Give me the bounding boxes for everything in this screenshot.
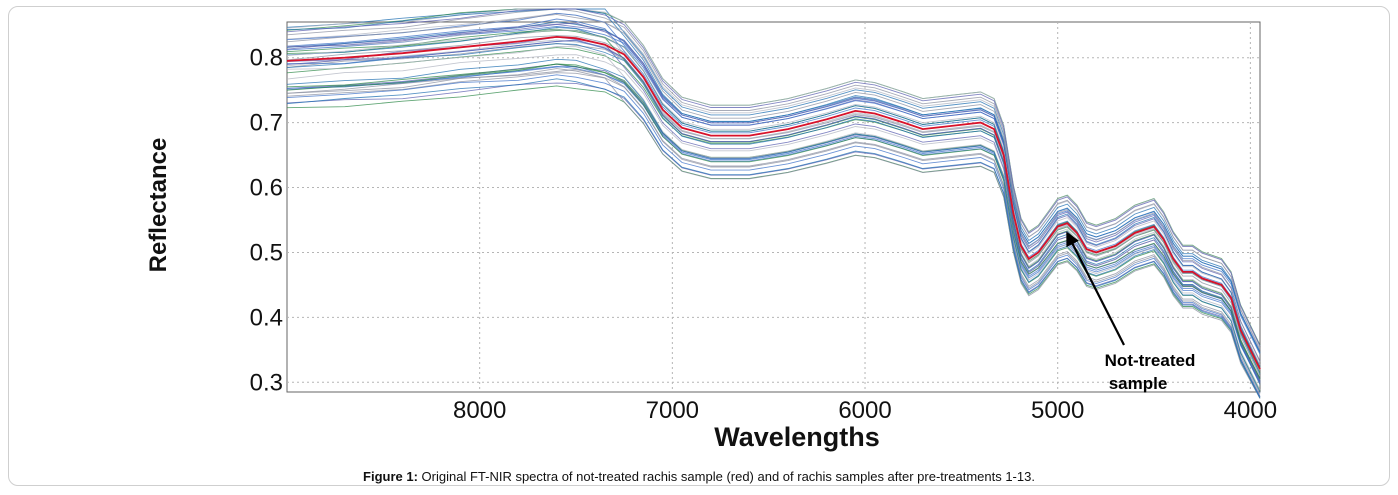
annotation-arrow <box>1069 239 1125 346</box>
spectrum-line <box>286 39 1261 371</box>
spectrum-line <box>286 13 1261 363</box>
annotation-text-line1: Not-treated <box>1105 351 1196 370</box>
spectrum-line <box>286 72 1261 399</box>
y-tick-label: 0.5 <box>250 239 283 266</box>
spectrum-line <box>286 39 1261 382</box>
spectrum-line <box>286 8 1261 347</box>
spectrum-line <box>286 8 1261 369</box>
y-tick-label: 0.6 <box>250 175 283 202</box>
axis-ticks: 8000 7000 6000 5000 4000 0.3 0.4 0.5 0.6 0.7 0.8 <box>250 45 1277 424</box>
caption-text: Original FT-NIR spectra of not-treated r… <box>421 469 1035 484</box>
spectrum-line <box>286 12 1261 349</box>
x-tick-label: 7000 <box>646 397 699 424</box>
spectrum-line <box>286 25 1261 352</box>
annotation-text-line2: sample <box>1109 374 1168 393</box>
figure-caption: Figure 1: Original FT-NIR spectra of not… <box>0 469 1398 484</box>
x-tick-label: 5000 <box>1031 397 1084 424</box>
spectrum-line <box>286 69 1261 395</box>
x-tick-label: 8000 <box>453 397 506 424</box>
spectrum-line <box>286 29 1261 366</box>
y-axis-title: Reflectance <box>145 138 172 273</box>
reference-series <box>286 35 1261 370</box>
spectrum-line <box>286 78 1261 399</box>
spectra-series <box>286 8 1261 399</box>
y-tick-label: 0.8 <box>250 45 283 72</box>
x-tick-label: 4000 <box>1224 397 1277 424</box>
spectrum-line <box>286 8 1261 351</box>
spectrum-line <box>286 68 1261 398</box>
spectrum-line <box>286 63 1261 379</box>
y-tick-label: 0.3 <box>250 369 283 396</box>
x-axis-title: Wavelengths <box>714 422 880 452</box>
annotation: Not-treated sample <box>1066 231 1196 393</box>
spectrum-line <box>286 18 1261 369</box>
gridlines <box>287 22 1260 392</box>
spectrum-line <box>286 58 1261 393</box>
plot-border <box>286 21 1261 393</box>
y-tick-label: 0.4 <box>250 304 283 331</box>
spectrum-line <box>286 74 1261 398</box>
y-tick-label: 0.7 <box>250 110 283 137</box>
spectrum-line <box>286 29 1261 373</box>
spectrum-line <box>286 46 1261 391</box>
caption-label: Figure 1: <box>363 469 418 484</box>
spectrum-line <box>286 23 1261 366</box>
spectrum-line <box>286 8 1261 347</box>
spectrum-line <box>286 65 1261 381</box>
spectrum-line <box>286 36 1261 384</box>
spectrum-line <box>286 8 1261 346</box>
plot-area <box>286 21 1261 393</box>
annotation-arrowhead <box>1066 231 1079 248</box>
spectrum-line <box>286 8 1261 354</box>
spectrum-line <box>286 12 1261 355</box>
x-tick-label: 6000 <box>838 397 891 424</box>
not-treated-spectrum-line <box>286 35 1261 370</box>
